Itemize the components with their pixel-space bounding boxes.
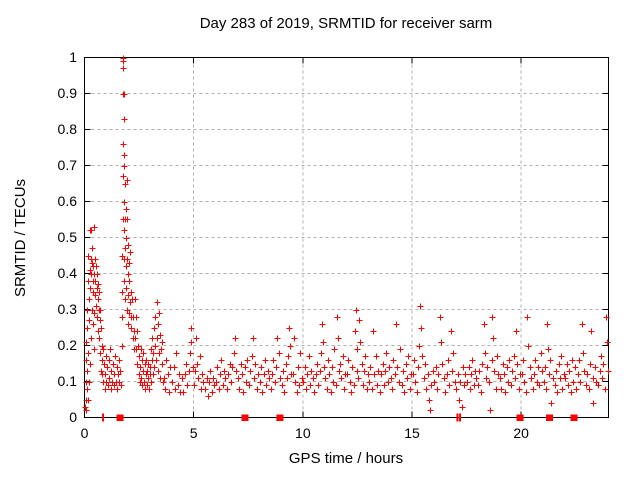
y-tick-label: 0.7 <box>57 157 77 173</box>
zero-cluster-tick <box>456 413 459 422</box>
chart-title: Day 283 of 2019, SRMTID for receiver sar… <box>199 15 493 32</box>
y-tick-label: 0.5 <box>57 229 77 245</box>
x-tick-label: 15 <box>404 424 420 441</box>
zero-cluster-square <box>516 414 524 421</box>
zero-cluster-square <box>276 414 284 421</box>
x-tick-label: 10 <box>295 424 311 441</box>
zero-cluster-tick <box>459 413 462 422</box>
zero-cluster-square <box>116 414 124 421</box>
y-tick-label: 0.2 <box>57 337 77 353</box>
x-axis-label: GPS time / hours <box>288 450 404 467</box>
x-tick-label: 20 <box>513 424 529 441</box>
zero-cluster-square <box>546 414 554 421</box>
y-tick-label: 1 <box>69 49 77 65</box>
x-tick-label: 0 <box>80 424 89 441</box>
y-tick-label: 0.1 <box>57 373 77 389</box>
y-tick-label: 0.8 <box>57 121 77 137</box>
zero-cluster-square <box>570 414 578 421</box>
x-tick-label: 5 <box>189 424 198 441</box>
scatter-points <box>82 55 612 414</box>
zero-cluster-square <box>241 414 249 421</box>
y-tick-label: 0.6 <box>57 193 77 209</box>
y-tick-label: 0.3 <box>57 301 77 317</box>
zero-cluster-tick <box>102 413 105 422</box>
plot-frame <box>84 57 609 418</box>
y-tick-label: 0.9 <box>57 85 77 101</box>
y-tick-label: 0.4 <box>57 265 77 281</box>
y-tick-label: 0 <box>69 409 77 425</box>
